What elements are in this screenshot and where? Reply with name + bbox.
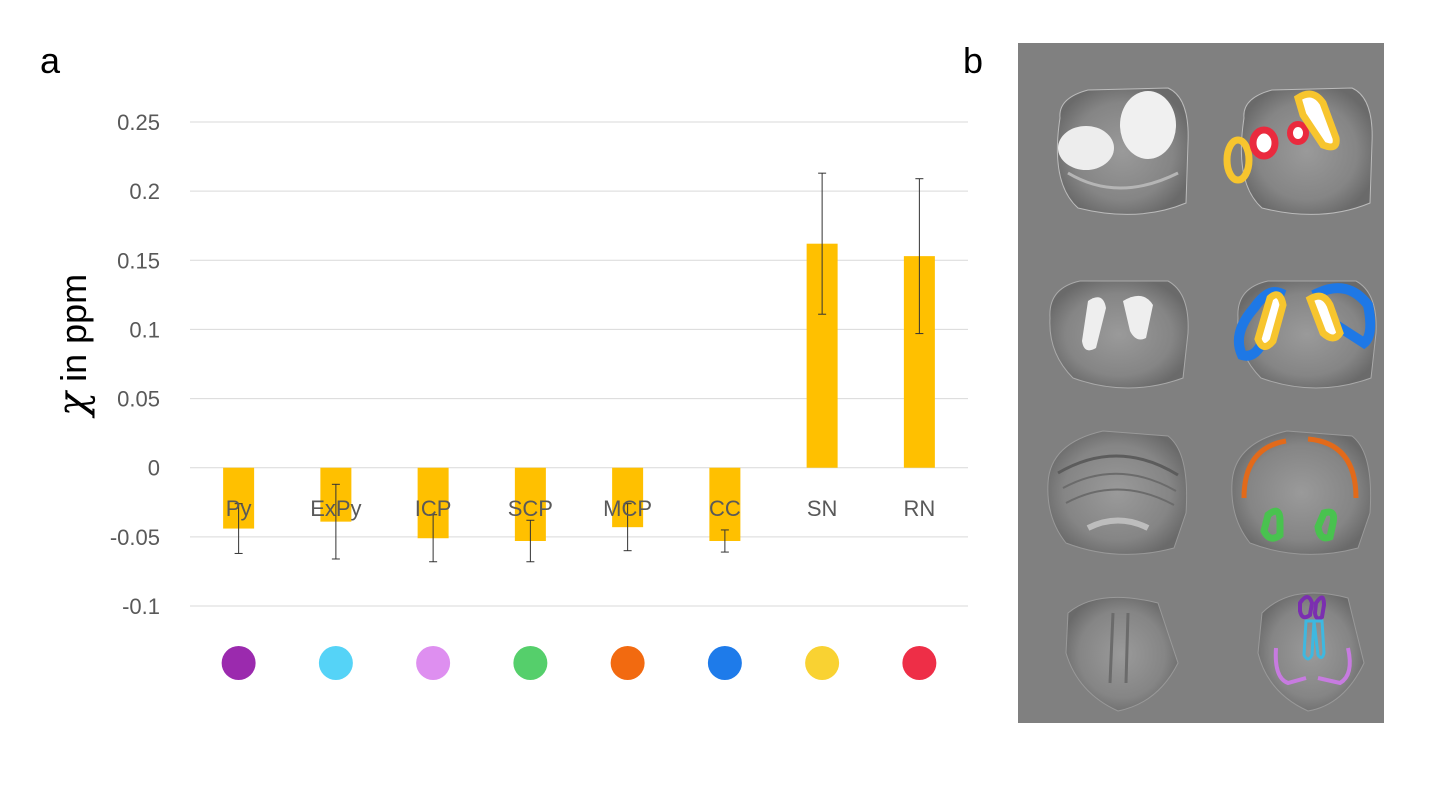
y-axis-label: χ in ppm bbox=[50, 274, 96, 419]
y-tick-label: 0.05 bbox=[117, 387, 160, 412]
y-tick-label: -0.05 bbox=[110, 525, 160, 550]
y-tick-label: -0.1 bbox=[122, 594, 160, 619]
error-bar-sn bbox=[818, 172, 827, 315]
category-label-sn: SN bbox=[807, 496, 838, 521]
error-bars bbox=[234, 172, 924, 563]
mri-slice-row3-left bbox=[1047, 430, 1188, 555]
y-tick-label: 0.25 bbox=[117, 110, 160, 135]
color-marker-expy bbox=[318, 646, 353, 680]
category-labels: Py ExPy ICP SCP MCP CC SN RN bbox=[226, 496, 935, 521]
mri-slice-row2-left bbox=[1049, 280, 1189, 389]
mri-panel bbox=[1018, 43, 1384, 723]
color-marker-scp bbox=[513, 646, 548, 680]
susceptibility-bar-chart: 0.25 0.2 0.15 0.1 0.05 0 -0.05 -0.1 Py ExPy ICP SC… bbox=[50, 110, 968, 680]
y-tick-label: 0 bbox=[148, 456, 160, 481]
color-marker-icp bbox=[416, 646, 451, 680]
color-marker-rn bbox=[902, 646, 937, 680]
mri-slice-row4-right bbox=[1257, 592, 1365, 712]
category-label-expy: ExPy bbox=[310, 496, 361, 521]
y-axis-ticks: 0.25 0.2 0.15 0.1 0.05 0 -0.05 -0.1 bbox=[110, 110, 160, 619]
category-label-scp: SCP bbox=[508, 496, 553, 521]
mri-slices bbox=[1047, 87, 1377, 712]
color-marker-mcp bbox=[610, 646, 645, 680]
category-label-icp: ICP bbox=[415, 496, 452, 521]
category-label-rn: RN bbox=[903, 496, 935, 521]
category-label-py: Py bbox=[226, 496, 252, 521]
y-tick-label: 0.2 bbox=[129, 179, 160, 204]
mri-slice-row1-right bbox=[1223, 87, 1373, 215]
error-bar-mcp bbox=[623, 503, 632, 552]
mri-slice-row1-left bbox=[1056, 87, 1189, 215]
category-label-mcp: MCP bbox=[603, 496, 652, 521]
mri-slice-row2-right bbox=[1234, 280, 1377, 389]
color-marker-sn bbox=[805, 646, 840, 680]
y-axis-label-symbol: χ bbox=[50, 389, 96, 419]
y-axis-label-text: in ppm bbox=[53, 274, 94, 392]
bar-cc bbox=[709, 467, 741, 542]
color-marker-py bbox=[221, 646, 256, 680]
legend-color-markers bbox=[221, 646, 937, 680]
y-tick-label: 0.1 bbox=[129, 317, 160, 342]
panel-b-label: b bbox=[963, 40, 984, 81]
color-marker-cc bbox=[707, 646, 742, 680]
category-label-cc: CC bbox=[709, 496, 741, 521]
error-bar-py bbox=[234, 503, 243, 554]
error-bar-scp bbox=[526, 519, 535, 563]
y-tick-label: 0.15 bbox=[117, 248, 160, 273]
error-bar-icp bbox=[429, 514, 438, 563]
gridlines bbox=[190, 121, 968, 607]
error-bar-expy bbox=[331, 483, 340, 560]
error-bar-cc bbox=[720, 529, 729, 553]
mri-slice-row3-right bbox=[1231, 430, 1372, 555]
mri-slice-row4-left bbox=[1065, 596, 1179, 712]
panel-a-label: a bbox=[40, 40, 61, 81]
error-bar-rn bbox=[915, 178, 924, 335]
